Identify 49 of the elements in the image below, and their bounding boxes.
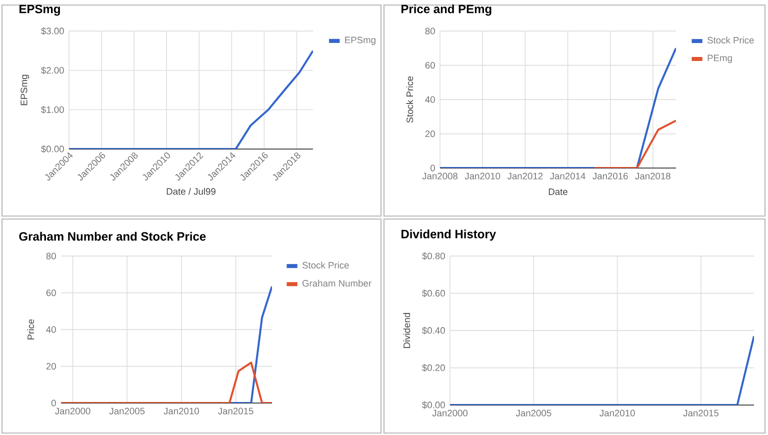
y-tick-label: $0.60 — [422, 290, 445, 298]
y-tick-label: 0 — [430, 164, 435, 172]
y-tick-label: 20 — [46, 362, 56, 370]
x-tick-label: Jan2010 — [600, 410, 635, 416]
legend-label: EPSmg — [345, 36, 376, 46]
x-tick-label: Jan2010 — [464, 172, 500, 180]
x-tick-label: Jan2018 — [635, 172, 670, 180]
y-tick-label: 80 — [425, 28, 435, 34]
y-tick-label: 20 — [425, 130, 435, 138]
line-series — [69, 50, 313, 150]
y-tick-label: $0.80 — [422, 252, 445, 260]
y-tick-label: $0.40 — [422, 326, 445, 334]
y-tick-label: 60 — [46, 289, 56, 296]
y-tick-label: 40 — [46, 326, 56, 333]
y-tick-label: $3.00 — [41, 27, 64, 35]
x-tick-label: Jan2016 — [592, 172, 628, 180]
legend-label: PEmg — [708, 54, 732, 64]
x-tick-label: Jan2005 — [109, 408, 145, 414]
legend-label: Graham Number — [302, 280, 372, 287]
x-tick-label: Jan2012 — [507, 172, 543, 180]
y-tick-label: 80 — [46, 252, 56, 260]
y-axis-title: Stock Price — [406, 76, 414, 123]
y-tick-label: $0.00 — [422, 401, 445, 409]
y-axis-title: Price — [27, 319, 34, 340]
x-tick-label: Jan2008 — [422, 172, 458, 180]
chart-title: Graham Number and Stock Price — [19, 232, 206, 241]
chart-title: EPSmg — [20, 4, 60, 16]
y-tick-label: $1.00 — [41, 106, 64, 114]
y-tick-label: $0.00 — [41, 145, 64, 153]
x-axis-title: Date / Jul99 — [166, 188, 216, 195]
y-axis-title: EPSmg — [20, 74, 30, 106]
chart-title: Price and PEmg — [402, 4, 492, 16]
x-tick-label: Jan2000 — [55, 408, 90, 414]
x-tick-label: Jan2014 — [550, 172, 586, 180]
legend-label: Stock Price — [302, 262, 349, 268]
x-axis-title: Date — [548, 188, 568, 196]
legend-label: Stock Price — [707, 36, 754, 44]
chart-title: Dividend History — [402, 229, 496, 241]
y-tick-label: 60 — [425, 62, 435, 69]
x-tick-label: Jan2015 — [218, 408, 254, 414]
x-tick-label: Jan2005 — [516, 410, 552, 416]
y-tick-label: 40 — [425, 96, 435, 103]
y-tick-label: $2.00 — [41, 66, 64, 74]
x-tick-label: Jan2000 — [432, 410, 468, 416]
y-tick-label: 0 — [51, 400, 56, 406]
x-tick-label: Jan2015 — [683, 410, 719, 416]
y-tick-label: $0.20 — [422, 364, 445, 372]
x-tick-label: Jan2010 — [164, 408, 199, 414]
y-axis-title: Dividend — [403, 312, 410, 348]
